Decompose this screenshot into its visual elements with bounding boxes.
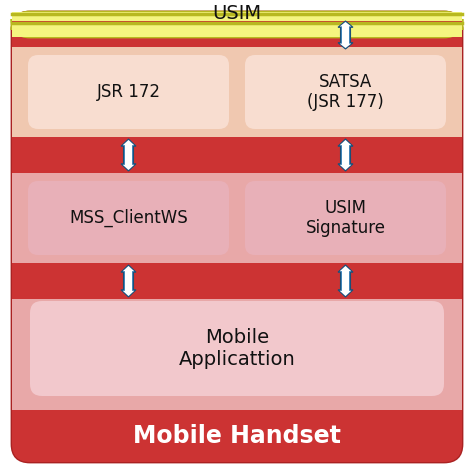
Bar — [12, 137, 462, 173]
Text: SATSA
(JSR 177): SATSA (JSR 177) — [307, 73, 384, 111]
Bar — [12, 47, 462, 137]
Bar — [12, 263, 462, 299]
Text: USIM: USIM — [212, 4, 262, 23]
Bar — [12, 19, 462, 29]
Text: Mobile Handset: Mobile Handset — [133, 424, 341, 448]
Bar — [12, 25, 462, 37]
FancyBboxPatch shape — [245, 55, 446, 129]
FancyBboxPatch shape — [28, 55, 229, 129]
Text: JSR 172: JSR 172 — [97, 83, 161, 101]
FancyBboxPatch shape — [245, 181, 446, 255]
Polygon shape — [340, 140, 351, 170]
Polygon shape — [123, 140, 134, 170]
Text: MSS_ClientWS: MSS_ClientWS — [69, 209, 188, 227]
Polygon shape — [121, 139, 136, 171]
Polygon shape — [338, 21, 353, 49]
FancyBboxPatch shape — [28, 181, 229, 255]
Polygon shape — [338, 265, 353, 297]
Polygon shape — [340, 22, 351, 48]
Bar — [12, 12, 462, 21]
FancyBboxPatch shape — [12, 392, 462, 462]
FancyBboxPatch shape — [12, 12, 462, 37]
Bar — [12, 173, 462, 263]
FancyBboxPatch shape — [12, 12, 462, 462]
Bar — [12, 27, 462, 47]
Text: USIM
Signature: USIM Signature — [306, 199, 385, 237]
Text: Mobile
Applicattion: Mobile Applicattion — [179, 328, 295, 369]
Polygon shape — [123, 266, 134, 296]
Polygon shape — [338, 139, 353, 171]
Polygon shape — [340, 266, 351, 296]
FancyBboxPatch shape — [30, 301, 444, 396]
Polygon shape — [121, 265, 136, 297]
Bar — [12, 392, 462, 410]
Bar — [12, 74, 462, 410]
